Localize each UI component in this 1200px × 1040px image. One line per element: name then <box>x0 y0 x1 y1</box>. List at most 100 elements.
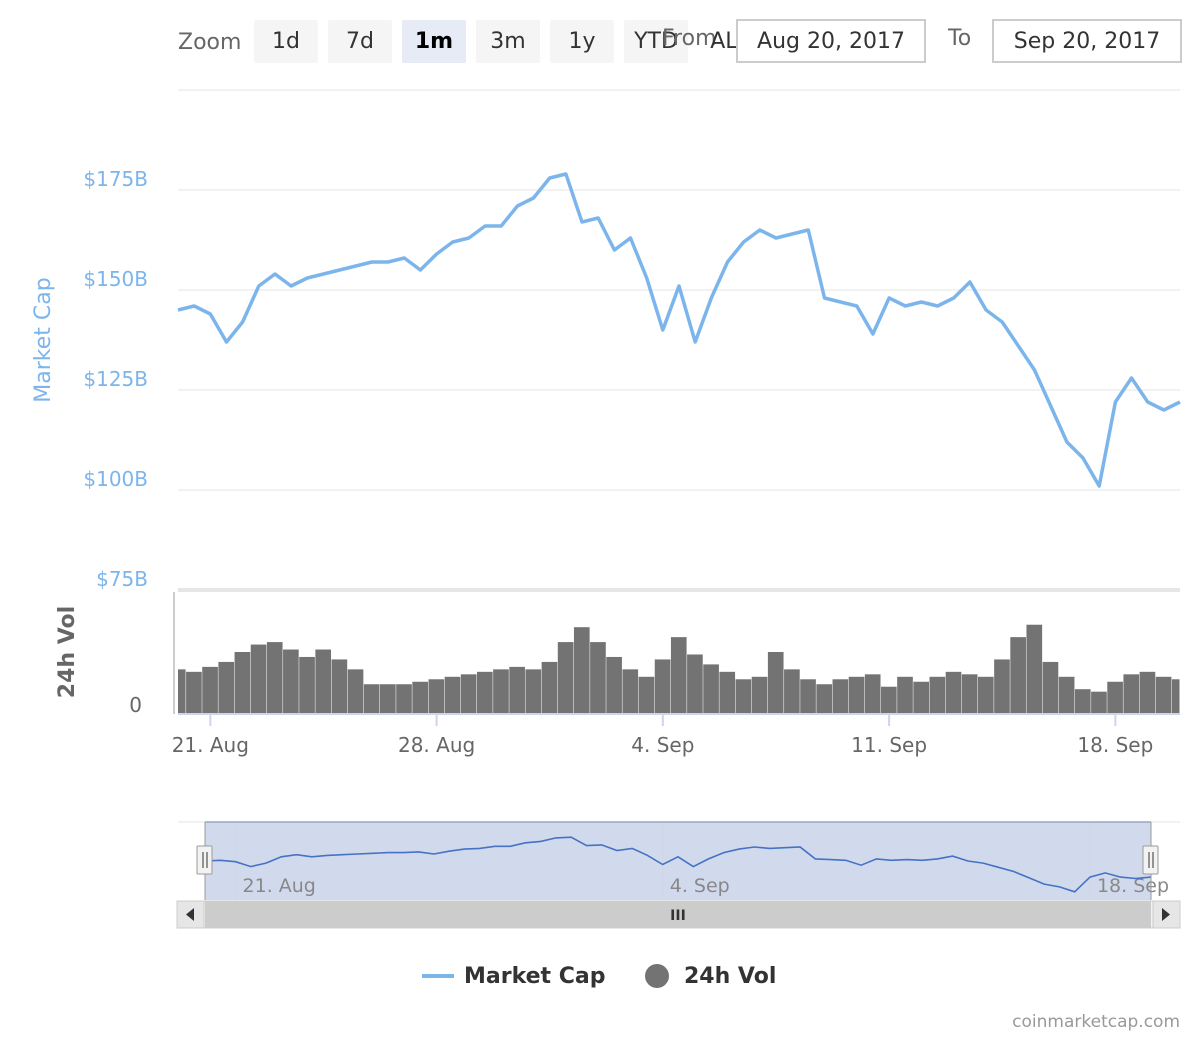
navigator-x-label: 4. Sep <box>670 875 730 897</box>
volume-bar <box>541 661 558 714</box>
range-to-label: To <box>948 26 972 51</box>
volume-bar <box>396 684 412 714</box>
x-tick-label: 21. Aug <box>172 733 249 757</box>
volume-bar <box>363 684 380 714</box>
y-tick-label: $75B <box>96 567 148 591</box>
volume-bar <box>1074 689 1091 714</box>
volume-bar <box>687 654 703 714</box>
volume-bar <box>816 684 833 714</box>
volume-bar <box>250 644 267 714</box>
y-axis-ticks: $75B $100B $125B $150B $175B <box>83 167 148 591</box>
volume-bar <box>412 681 428 714</box>
market-cap-series <box>177 172 1181 488</box>
navigator-selected-range <box>205 822 1151 900</box>
volume-bar <box>1091 691 1107 714</box>
x-tick-label: 18. Sep <box>1077 733 1153 757</box>
volume-bar <box>460 674 477 714</box>
zoom-button-1y[interactable]: 1y <box>550 20 614 63</box>
navigator-handle-left[interactable] <box>196 822 213 900</box>
volume-bar <box>380 684 396 714</box>
grid-lines <box>178 89 1180 591</box>
legend-volume[interactable]: 24h Vol <box>644 956 776 996</box>
zoom-button-ytd[interactable]: YTD <box>624 20 688 63</box>
legend-circle-icon <box>645 964 669 988</box>
volume-bar <box>897 676 913 714</box>
navigator-scrollbar: III <box>176 900 1181 929</box>
volume-bar <box>1010 637 1026 714</box>
volume-bar <box>1139 671 1156 714</box>
volume-bar <box>638 676 655 714</box>
volume-bar <box>1171 679 1180 714</box>
volume-bar <box>1026 624 1043 714</box>
volume-bar <box>493 669 509 714</box>
chevron-left-icon <box>186 908 194 921</box>
volume-bar <box>832 679 849 714</box>
scroll-left-button[interactable] <box>176 900 205 929</box>
volume-bar <box>1155 676 1172 714</box>
navigator-handle-right[interactable] <box>1142 822 1159 900</box>
zoom-button-3m[interactable]: 3m <box>476 20 540 63</box>
volume-bar <box>444 676 461 714</box>
volume-bar <box>590 642 606 714</box>
volume-bar <box>202 666 218 714</box>
volume-bar <box>218 661 235 714</box>
scroll-right-button[interactable] <box>1152 900 1181 929</box>
volume-bar <box>266 642 283 714</box>
market-cap-line <box>177 172 1181 488</box>
volume-bar <box>929 676 946 714</box>
navigator-handle-grip <box>196 845 213 875</box>
volume-bar <box>735 679 752 714</box>
volume-bar <box>703 664 719 714</box>
scrollbar-thumb[interactable] <box>205 901 1151 928</box>
credits-link[interactable]: coinmarketcap.com <box>1012 1012 1180 1032</box>
volume-bar <box>476 671 493 714</box>
legend-market-cap[interactable]: Market Cap <box>420 956 605 996</box>
volume-bar <box>961 674 978 714</box>
volume-bar <box>622 669 639 714</box>
zoom-label: Zoom <box>178 30 242 55</box>
range-from-input[interactable]: Aug 20, 2017 <box>736 19 926 63</box>
volume-bar <box>751 676 768 714</box>
scrollbar-grip-icon: III <box>670 908 686 924</box>
range-from-label: From <box>662 26 717 51</box>
legend-label-volume: 24h Vol <box>684 963 777 989</box>
y-tick-label: $125B <box>83 367 148 391</box>
volume-bar <box>509 666 525 714</box>
zoom-button-1d[interactable]: 1d <box>254 20 318 63</box>
y-tick-label: $175B <box>83 167 148 191</box>
zoom-button-7d[interactable]: 7d <box>328 20 392 63</box>
volume-bar <box>977 676 994 714</box>
y-axis-label-market-cap: Market Cap <box>31 277 56 402</box>
volume-bar <box>347 669 364 714</box>
volume-bar <box>670 637 687 714</box>
x-axis: 21. Aug 28. Aug 4. Sep 11. Sep 18. Sep <box>172 713 1180 757</box>
y-axis-label-volume: 24h Vol <box>55 606 80 698</box>
volume-bar <box>913 681 929 714</box>
y-tick-label: $150B <box>83 267 148 291</box>
volume-bar <box>719 671 736 714</box>
volume-bar <box>881 686 897 714</box>
volume-bar <box>864 674 881 714</box>
volume-bar <box>315 649 332 714</box>
y-tick-label: $100B <box>83 467 148 491</box>
volume-bar <box>800 679 816 714</box>
navigator-series-line <box>204 836 1152 893</box>
volume-bar <box>945 671 962 714</box>
chevron-right-icon <box>1162 908 1170 921</box>
x-tick-label: 28. Aug <box>398 733 475 757</box>
volume-bar <box>525 669 542 714</box>
navigator-x-label: 21. Aug <box>243 875 316 897</box>
volume-bars: 0 <box>129 588 1180 717</box>
volume-bar <box>654 659 671 714</box>
zoom-button-1m[interactable]: 1m <box>402 20 466 63</box>
navigator-handle-grip <box>1142 845 1159 875</box>
volume-bar <box>1107 681 1123 714</box>
volume-bar <box>767 652 784 714</box>
volume-bar <box>1042 661 1059 714</box>
volume-y-tick-label: 0 <box>129 693 142 717</box>
range-to-input[interactable]: Sep 20, 2017 <box>992 19 1182 63</box>
volume-bar <box>234 652 251 714</box>
volume-bar <box>186 671 202 714</box>
